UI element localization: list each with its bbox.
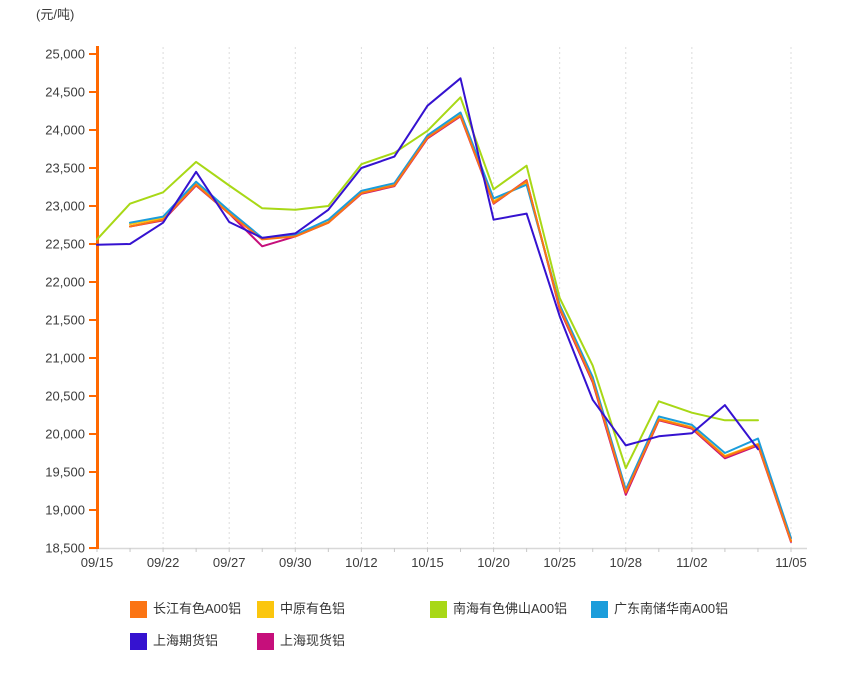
x-axis bbox=[89, 547, 807, 552]
legend-swatch-shanghai-futures bbox=[130, 632, 147, 650]
y-tick-label: 22,000 bbox=[45, 275, 85, 290]
x-tick-label: 09/27 bbox=[213, 555, 246, 570]
legend-swatch-changjiang bbox=[130, 600, 147, 618]
y-tick-label: 19,000 bbox=[45, 503, 85, 518]
series-line-4 bbox=[96, 77, 759, 451]
legend-swatch-guangdong bbox=[591, 600, 608, 618]
x-tick-label: 09/30 bbox=[279, 555, 312, 570]
x-tick-label: 10/15 bbox=[411, 555, 444, 570]
legend-item-zhongyuan[interactable]: 中原有色铝 bbox=[257, 600, 345, 618]
legend-swatch-nanhai bbox=[430, 600, 447, 618]
x-tick-label: 10/12 bbox=[345, 555, 378, 570]
legend-swatch-shanghai-spot bbox=[257, 632, 274, 650]
x-tick-label: 11/02 bbox=[676, 555, 708, 570]
y-tick-label: 23,500 bbox=[45, 161, 85, 176]
x-tick-label: 11/05 bbox=[775, 555, 807, 570]
y-tick-label: 23,000 bbox=[45, 199, 85, 214]
x-tick-label: 10/20 bbox=[477, 555, 510, 570]
legend-item-shanghai-spot[interactable]: 上海现货铝 bbox=[257, 632, 345, 650]
legend-item-guangdong-nanchu[interactable]: 广东南储华南A00铝 bbox=[591, 600, 728, 618]
series-line-0 bbox=[129, 114, 792, 543]
y-tick-label: 18,500 bbox=[45, 541, 85, 556]
legend-label: 上海期货铝 bbox=[153, 633, 219, 648]
legend-label: 广东南储华南A00铝 bbox=[614, 601, 729, 616]
legend-label: 长江有色A00铝 bbox=[153, 601, 242, 616]
series-lines bbox=[96, 77, 792, 543]
x-tick-label: 09/22 bbox=[147, 555, 180, 570]
y-tick-label: 25,000 bbox=[45, 47, 85, 62]
gridlines bbox=[96, 47, 792, 548]
legend-label: 南海有色佛山A00铝 bbox=[453, 601, 568, 616]
y-tick-label: 21,000 bbox=[45, 351, 85, 366]
legend-item-changjiang-a00[interactable]: 长江有色A00铝 bbox=[130, 600, 241, 618]
legend-swatch-zhongyuan bbox=[257, 600, 274, 618]
y-tick-label: 24,000 bbox=[45, 123, 85, 138]
y-tick-label: 20,000 bbox=[45, 427, 85, 442]
y-tick-label: 21,500 bbox=[45, 313, 85, 328]
x-tick-labels: 09/15 09/22 09/27 09/30 10/12 10/15 10/20 10/25… bbox=[81, 555, 807, 570]
x-tick-label: 09/15 bbox=[81, 555, 114, 570]
series-line-2 bbox=[96, 96, 759, 470]
y-tick-label: 22,500 bbox=[45, 237, 85, 252]
x-tick-label: 10/25 bbox=[543, 555, 576, 570]
series-line-3 bbox=[129, 111, 792, 540]
legend-item-nanhai-foshan[interactable]: 南海有色佛山A00铝 bbox=[430, 600, 567, 618]
legend-label: 上海现货铝 bbox=[280, 633, 346, 648]
x-tick-label: 10/28 bbox=[609, 555, 642, 570]
y-axis: 25,000 24,500 24,000 23,500 23,000 22,500 22,0… bbox=[45, 46, 99, 556]
price-chart: 25,000 24,500 24,000 23,500 23,000 22,500 22,0… bbox=[36, 7, 807, 570]
y-tick-label: 24,500 bbox=[45, 85, 85, 100]
y-tick-label: 20,500 bbox=[45, 389, 85, 404]
y-axis-unit-label: (元/吨) bbox=[36, 7, 74, 22]
y-tick-label: 19,500 bbox=[45, 465, 85, 480]
legend-item-shanghai-futures[interactable]: 上海期货铝 bbox=[130, 632, 218, 650]
legend-label: 中原有色铝 bbox=[280, 601, 346, 616]
